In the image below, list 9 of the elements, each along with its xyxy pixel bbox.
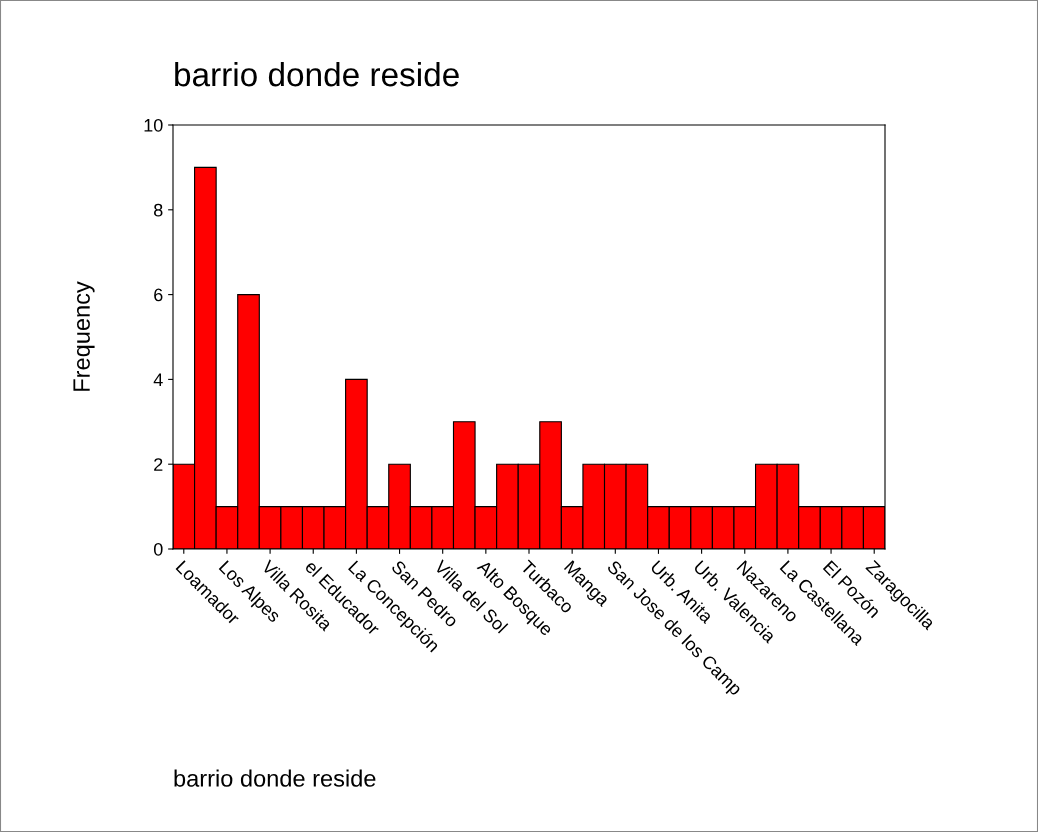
- chart-title: barrio donde reside: [175, 61, 459, 87]
- y-tick-label: 6: [154, 288, 163, 302]
- y-tick-label: 0: [153, 542, 163, 556]
- y-tick-label: 8: [154, 203, 163, 217]
- y-tick-label: 4: [153, 373, 163, 386]
- y-tick-label: 2: [154, 458, 163, 471]
- y-tick-label: 10: [144, 118, 163, 132]
- x-axis-title: barrio donde reside: [174, 769, 376, 787]
- y-axis-title: Frequency: [73, 281, 95, 391]
